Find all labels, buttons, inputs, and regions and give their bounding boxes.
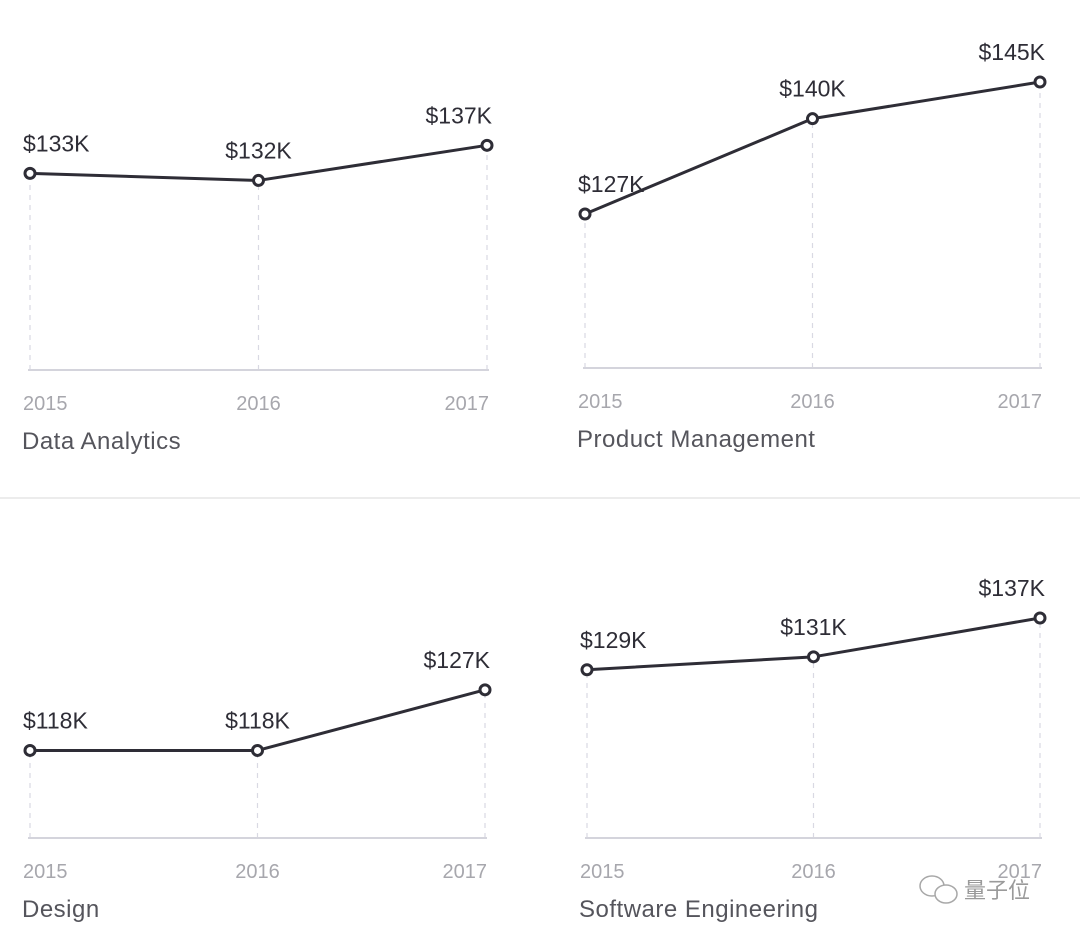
x-tick-label: 2015	[23, 861, 68, 883]
data-label: $132K	[225, 137, 292, 163]
x-tick-label: 2016	[790, 391, 835, 413]
x-tick-label: 2017	[443, 861, 488, 883]
wechat-icon	[919, 875, 958, 904]
data-label: $127K	[423, 647, 490, 673]
chart-panel-product-management: $127K 2015 $140K 2016 $145K 2017 Product Manag…	[577, 39, 1047, 453]
x-tick-label: 2017	[998, 391, 1043, 413]
data-label: $131K	[780, 614, 847, 640]
data-point	[23, 166, 37, 180]
data-label: $137K	[425, 102, 492, 128]
data-point	[1033, 611, 1047, 625]
data-point	[480, 138, 494, 152]
x-tick-label: 2015	[578, 391, 623, 413]
data-label: $118K	[225, 707, 290, 733]
chart-title: Software Engineering	[579, 896, 818, 923]
chart-panel-software-engineering: $129K 2015 $131K 2016 $137K 2017 Software Engi…	[579, 575, 1047, 923]
x-tick-label: 2017	[445, 393, 490, 415]
data-label: $118K	[23, 707, 88, 733]
x-tick-label: 2017	[998, 861, 1043, 883]
x-tick-label: 2015	[580, 861, 625, 883]
data-label: $127K	[578, 171, 645, 197]
data-label: $133K	[23, 130, 90, 156]
watermark-text: 量子位	[964, 879, 1030, 904]
x-tick-label: 2016	[791, 861, 836, 883]
data-point	[251, 743, 264, 757]
data-point	[807, 650, 820, 664]
data-point	[580, 663, 594, 677]
chart-title: Data Analytics	[22, 428, 181, 455]
data-label: $140K	[779, 76, 846, 102]
x-tick-label: 2016	[236, 393, 281, 415]
data-point	[23, 743, 37, 757]
x-tick-label: 2016	[235, 861, 280, 883]
x-tick-label: 2015	[23, 393, 68, 415]
chart-panel-data-analytics: $133K 2015 $132K 2016 $137K 2017 Data Analytic…	[22, 102, 494, 455]
data-label: $137K	[978, 575, 1045, 601]
watermark: 量子位	[919, 875, 1030, 904]
data-point	[806, 112, 819, 126]
data-point	[578, 207, 592, 221]
chart-panel-design: $118K 2015 $118K 2016 $127K 2017 Design	[22, 647, 492, 923]
chart-title: Product Management	[577, 426, 815, 453]
chart-title: Design	[22, 896, 100, 923]
data-point	[478, 683, 492, 697]
data-label: $129K	[580, 627, 647, 653]
data-point	[1033, 75, 1047, 89]
data-label: $145K	[978, 39, 1045, 65]
data-point	[252, 173, 265, 187]
